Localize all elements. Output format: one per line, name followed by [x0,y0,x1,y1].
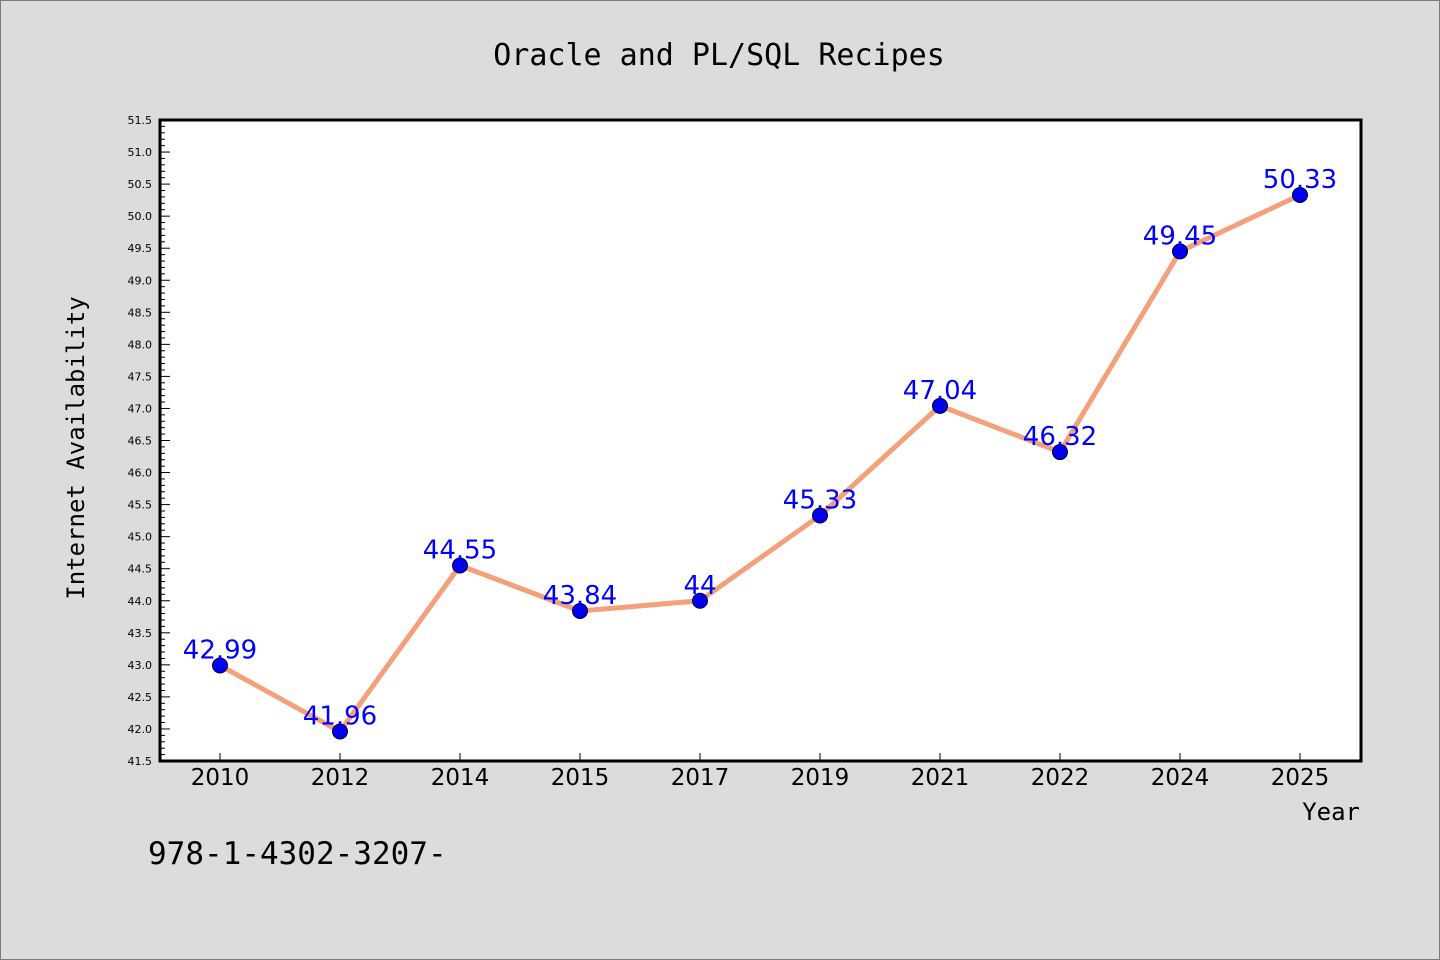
x-axis-title: Year [1302,798,1360,826]
plot-area [158,118,1363,763]
y-tick-label: 48.0 [128,338,153,351]
data-point [692,592,708,609]
data-label: 49.45 [1143,221,1217,251]
data-label: 45.33 [783,485,857,515]
y-tick-label: 49.5 [128,242,153,255]
y-tick-label: 44.5 [128,563,153,576]
data-label: 42.99 [183,635,257,665]
data-point [452,557,468,574]
data-label: 50.33 [1263,165,1337,195]
data-point [1052,444,1068,461]
series-line [218,192,1302,735]
chart-title: Oracle and PL/SQL Recipes [493,38,945,73]
x-tick-label: 2015 [551,765,610,791]
y-tick-label: 47.5 [128,370,153,383]
data-label: 46.32 [1023,422,1097,452]
x-tick-label: 2017 [671,765,730,791]
y-tick-label: 43.5 [128,627,153,640]
y-axis-title: Internet Availability [62,296,90,599]
x-tick-label: 2022 [1031,765,1090,791]
data-label: 41.96 [303,702,377,732]
data-label: 47.04 [903,376,977,406]
y-tick-label: 51.5 [128,114,153,127]
y-tick-label: 49.0 [128,274,153,287]
y-tick-label: 45.0 [128,531,153,544]
data-point [812,507,828,524]
y-tick-label: 44.0 [128,595,153,608]
series-line-group [218,192,1302,735]
x-axis: 2010 2012 2014 2015 2017 2019 2021 2022 2024 2025 [191,753,1330,791]
y-tick-label: 46.0 [128,467,153,480]
x-tick-label: 2019 [791,765,850,791]
x-tick-label: 2012 [311,765,370,791]
data-labels: 42.99 41.96 44.55 43.84 44 45.33 47.04 46.32 49.… [183,165,1337,732]
y-tick-label: 42.0 [128,723,153,736]
data-point [572,603,588,620]
y-tick-label: 41.5 [128,755,153,768]
y-axis: 41.5 42.0 42.5 43.0 43.5 44.0 44.5 45.0 45.5 46.0… [128,114,170,768]
x-tick-label: 2014 [431,765,490,791]
x-tick-label: 2010 [191,765,250,791]
isbn-footer: 978-1-4302-3207- [148,836,447,872]
data-point [332,723,348,740]
y-tick-label: 42.5 [128,691,153,704]
y-tick-label: 45.5 [128,499,153,512]
y-tick-label: 51.0 [128,146,153,159]
y-tick-label: 43.0 [128,659,153,672]
data-label: 43.84 [543,581,617,611]
data-label: 44 [683,571,716,601]
y-tick-label: 47.0 [128,402,153,415]
data-point [1292,186,1308,203]
y-tick-label: 46.5 [128,435,153,448]
data-label: 44.55 [423,535,497,565]
y-tick-label: 48.5 [128,306,153,319]
x-tick-label: 2021 [911,765,970,791]
data-points [212,186,1308,740]
y-tick-label: 50.0 [128,210,153,223]
data-point [1172,243,1188,260]
x-tick-label: 2024 [1151,765,1210,791]
x-tick-label: 2025 [1271,765,1330,791]
y-tick-label: 50.5 [128,178,153,191]
data-point [932,397,948,414]
data-point [212,657,228,674]
